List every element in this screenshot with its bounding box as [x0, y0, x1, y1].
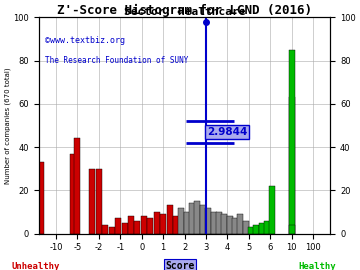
Bar: [135, 221, 140, 234]
Bar: [289, 225, 295, 234]
Bar: [289, 50, 295, 234]
Bar: [259, 223, 265, 234]
Bar: [89, 169, 95, 234]
Text: Unhealthy: Unhealthy: [12, 262, 60, 270]
Bar: [200, 205, 206, 234]
Bar: [216, 212, 222, 234]
Bar: [232, 218, 238, 234]
Bar: [154, 212, 160, 234]
Bar: [96, 169, 102, 234]
Bar: [205, 208, 211, 234]
Bar: [237, 214, 243, 234]
Bar: [102, 225, 108, 234]
Bar: [243, 221, 249, 234]
Bar: [147, 218, 153, 234]
Text: 2.9844: 2.9844: [207, 127, 247, 137]
Bar: [38, 162, 44, 234]
Bar: [115, 218, 121, 234]
Bar: [184, 212, 190, 234]
Bar: [264, 221, 270, 234]
Bar: [179, 208, 184, 234]
Bar: [70, 154, 76, 234]
Bar: [141, 216, 147, 234]
Y-axis label: Number of companies (670 total): Number of companies (670 total): [4, 67, 11, 184]
Bar: [248, 227, 254, 234]
Bar: [221, 214, 227, 234]
Bar: [75, 139, 81, 234]
Bar: [173, 216, 179, 234]
Bar: [128, 216, 134, 234]
Text: ©www.textbiz.org: ©www.textbiz.org: [45, 36, 125, 45]
Bar: [269, 186, 275, 234]
Text: Sector: Healthcare: Sector: Healthcare: [124, 7, 246, 17]
Bar: [194, 201, 201, 234]
Bar: [189, 203, 195, 234]
Title: Z'-Score Histogram for LGND (2016): Z'-Score Histogram for LGND (2016): [57, 4, 312, 17]
Bar: [122, 223, 128, 234]
Bar: [227, 216, 233, 234]
Bar: [253, 225, 260, 234]
Text: Healthy: Healthy: [298, 262, 336, 270]
Bar: [289, 97, 295, 234]
Bar: [109, 227, 115, 234]
Text: The Research Foundation of SUNY: The Research Foundation of SUNY: [45, 56, 188, 65]
Text: Score: Score: [165, 261, 195, 270]
Bar: [211, 212, 217, 234]
Bar: [167, 205, 173, 234]
Bar: [160, 214, 166, 234]
